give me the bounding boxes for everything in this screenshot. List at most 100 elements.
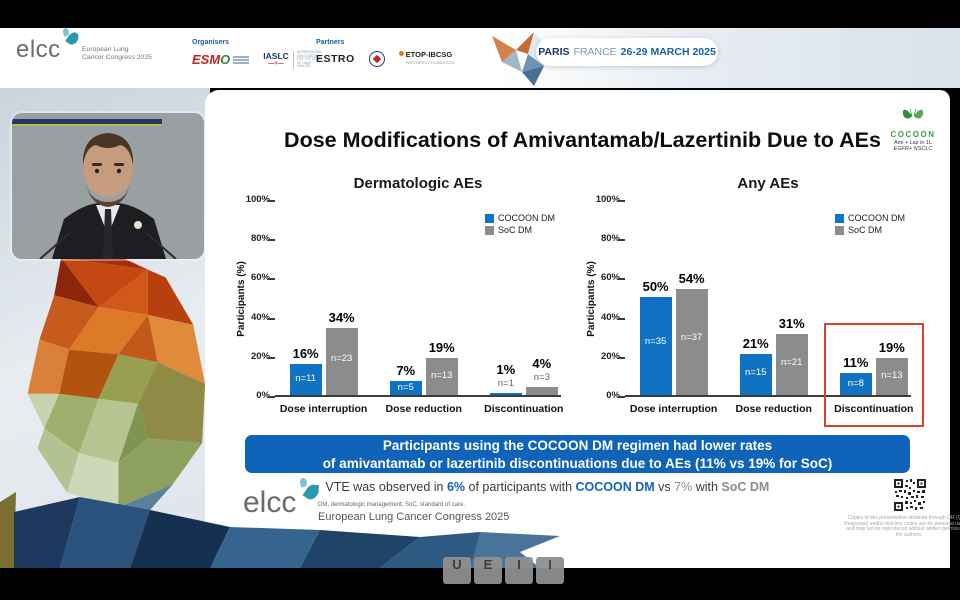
etop-ibcsg-logo: ETOP-IBCSG PARTNERS FOUNDATION xyxy=(398,51,454,67)
vte-bullet-text: VTE was observed in 6% of participants w… xyxy=(325,480,769,494)
percent-label: 31% xyxy=(778,316,805,332)
n-count-label: n=11 xyxy=(295,372,316,384)
chart-legend: COCOON DM SoC DM xyxy=(485,213,555,237)
legend-swatch-icon xyxy=(835,213,844,223)
bar-soc-dm xyxy=(675,289,708,395)
percent-label: 21% xyxy=(742,335,769,351)
n-count-label: n=21 xyxy=(781,356,803,368)
percent-label: 1% xyxy=(496,362,516,377)
banner-line2: of amivantamab or lazertinib discontinua… xyxy=(322,456,833,471)
player-key[interactable]: U xyxy=(443,557,471,584)
y-tick-label: 20% xyxy=(600,350,620,362)
n-count-label: n=1 xyxy=(497,378,514,389)
plot-area: 50% n=35 54% n=37 21% n=15 31% n=21 11% n=8 19% n=1… xyxy=(618,200,911,398)
abbreviations-footnote: DM, dermatologic management; SoC, standa… xyxy=(318,502,466,508)
n-count-label: n=37 xyxy=(680,331,703,343)
y-tick-mark xyxy=(268,396,275,398)
elcc-logo-text: elcc xyxy=(16,36,61,63)
legend-item: COCOON DM xyxy=(835,213,905,223)
y-tick-label: 40% xyxy=(600,311,620,323)
elcc-footer-logo: elcc xyxy=(243,477,322,520)
qr-code xyxy=(893,478,927,512)
chart-legend: COCOON DM SoC DM xyxy=(835,213,905,237)
x-category-label: Dose reduction xyxy=(385,403,462,415)
player-key[interactable]: E xyxy=(474,557,502,584)
n-count-label: n=15 xyxy=(745,367,767,379)
x-axis-labels: Dose interruption Dose reduction Discontin… xyxy=(230,175,575,437)
text-segment: SoC DM xyxy=(721,480,770,494)
percent-label: 4% xyxy=(532,356,552,372)
text-segment: 6% xyxy=(446,480,466,494)
key-message-banner: Participants using the COCOON DM regimen… xyxy=(245,435,910,473)
legend-swatch-icon xyxy=(485,225,494,235)
event-dates: 26-29 MARCH 2025 xyxy=(620,46,716,58)
bar-soc-dm xyxy=(875,357,908,395)
y-tick-label: 60% xyxy=(600,272,620,284)
banner-line1: Participants using the COCOON DM regimen… xyxy=(382,438,773,453)
percent-label: 11% xyxy=(843,355,869,371)
bar-cocoon-dm xyxy=(739,353,772,395)
legend-item: SoC DM xyxy=(835,225,905,235)
n-count-label: n=35 xyxy=(644,336,667,348)
event-city: PARIS xyxy=(538,46,570,58)
chart-title: Dermatologic AEs xyxy=(353,175,483,192)
esmo-logo: ESMO xyxy=(192,51,250,69)
y-tick-label: 0% xyxy=(606,390,620,401)
speaker-video-feed[interactable] xyxy=(12,113,204,259)
organisers-label: Organisers xyxy=(192,39,229,46)
elcc-tagline: European Lung Cancer Congress 2025 xyxy=(82,46,152,61)
y-tick-label: 0% xyxy=(256,390,270,401)
legend-label: SoC DM xyxy=(848,225,883,235)
percent-label: 16% xyxy=(292,345,319,361)
partners-block: Partners ESTRO ETOP-IBCSG PARTNERS FOUND… xyxy=(316,39,454,67)
chart-title: Any AEs xyxy=(737,175,799,192)
y-tick-label: 80% xyxy=(600,233,620,245)
legend-label: SoC DM xyxy=(498,225,533,235)
text-segment: VTE was observed in xyxy=(325,480,447,494)
y-axis-ticks: 0% 20% 40% 60% 80% 100% xyxy=(580,175,620,437)
chart-any-aes: Any AEs Participants (%) 0% 20% 40% 60% 80% 1… xyxy=(580,175,925,437)
organisers-block: Organisers ESMO IASLC —+— INTERNATIONAL … xyxy=(192,39,323,69)
y-tick-mark xyxy=(618,200,625,202)
player-key[interactable]: I xyxy=(505,557,533,584)
text-segment: with xyxy=(692,480,722,494)
x-category-label: Dose interruption xyxy=(629,403,718,415)
y-axis-ticks: 0% 20% 40% 60% 80% 100% xyxy=(230,175,270,437)
iaslc-subtext: INTERNATIONAL ASSOCIATION FOR THE STUDY … xyxy=(292,50,323,69)
y-tick-mark xyxy=(268,278,275,281)
event-country: FRANCE xyxy=(573,46,617,58)
polygonal-blue-decoration xyxy=(0,492,560,568)
n-count-label: n=3 xyxy=(533,372,550,384)
congress-header: elcc European Lung Cancer Congress 2025 … xyxy=(0,27,960,88)
y-tick-label: 40% xyxy=(250,311,270,323)
percent-label: 50% xyxy=(642,279,669,294)
y-tick-label: 80% xyxy=(250,233,270,245)
plot-area: 16% n=11 34% n=23 7% n=5 19% n=13 1% n=1 4% n=3 xyxy=(268,200,561,398)
y-tick-mark xyxy=(268,239,275,242)
qr-disclaimer-text: Copies of this presentation obtained thr… xyxy=(844,515,960,538)
elcc-footer-butterfly-icon-small xyxy=(298,477,309,488)
y-tick-mark xyxy=(268,317,275,320)
discontinuation-highlight-box xyxy=(823,322,924,427)
iaslc-logo: IASLC —+— INTERNATIONAL ASSOCIATION FOR … xyxy=(263,50,323,69)
y-tick-mark xyxy=(618,396,625,398)
percent-label: 34% xyxy=(328,310,355,326)
bar-soc-dm xyxy=(425,357,458,395)
y-tick-label: 20% xyxy=(250,350,270,362)
x-category-label: Discontinuation xyxy=(834,403,914,415)
y-tick-mark xyxy=(618,356,625,359)
estro-logo: ESTRO xyxy=(316,53,355,65)
legend-label: COCOON DM xyxy=(498,213,555,223)
y-tick-mark xyxy=(268,200,275,202)
vte-bullet: •VTE was observed in 6% of participants … xyxy=(315,480,885,494)
n-count-label: n=13 xyxy=(881,369,903,381)
x-category-label: Dose interruption xyxy=(279,403,368,415)
n-count-label: n=23 xyxy=(330,353,353,365)
y-tick-label: 60% xyxy=(250,272,270,284)
slide-title: Dose Modifications of Amivantamab/Lazert… xyxy=(284,128,881,152)
text-segment: 7% xyxy=(674,480,693,494)
y-tick-mark xyxy=(618,317,625,320)
percent-label: 19% xyxy=(428,339,455,355)
player-key[interactable]: I xyxy=(536,557,564,584)
